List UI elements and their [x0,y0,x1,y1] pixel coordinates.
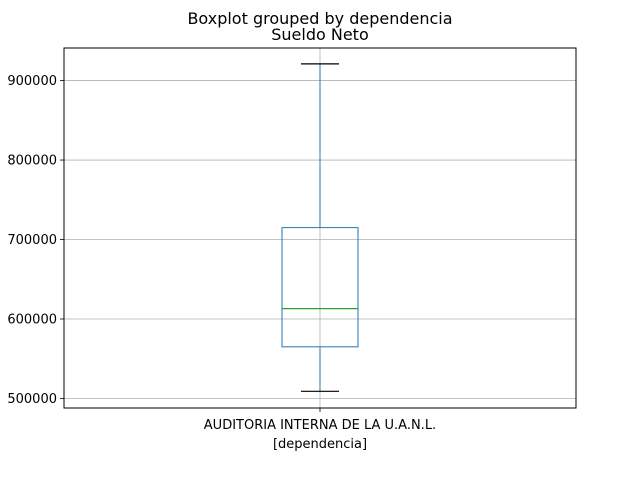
x-tick-label: AUDITORIA INTERNA DE LA U.A.N.L. [204,418,436,433]
chart-suptitle: Boxplot grouped by dependencia [187,9,452,28]
y-tick-label: 500000 [7,392,57,407]
y-tick-label: 600000 [7,312,57,327]
tick-layer: 500000 600000 700000 800000 900000 AUDITORIA … [7,74,436,433]
box-layer [281,63,359,392]
iqr-box [281,227,359,348]
y-tick-label: 900000 [7,74,57,89]
x-axis-label: [dependencia] [273,437,367,452]
chart-title: Sueldo Neto [271,25,369,44]
y-tick-label: 700000 [7,233,57,248]
y-tick-label: 800000 [7,154,57,169]
